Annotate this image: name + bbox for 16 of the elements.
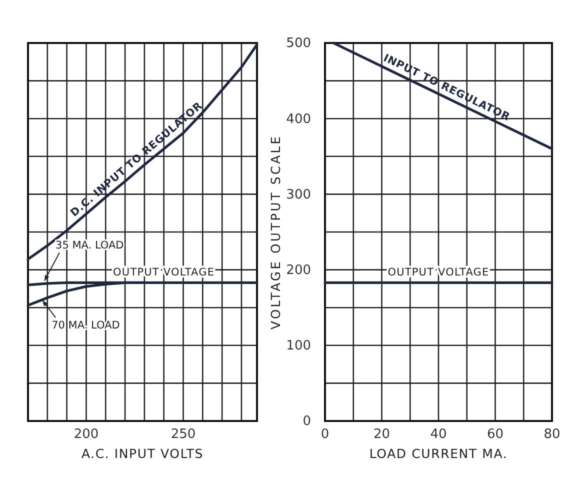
y-tick-label: 0 — [302, 414, 311, 430]
x-tick-label: 0 — [320, 427, 330, 442]
y-tick-label: 100 — [286, 338, 311, 354]
y-tick-label: 200 — [286, 262, 311, 278]
x-tick-label: 80 — [544, 427, 560, 442]
x-tick-label: 60 — [486, 427, 504, 442]
x-axis-title: LOAD CURRENT MA. — [369, 446, 508, 461]
x-axis-title: A.C. INPUT VOLTS — [81, 446, 204, 461]
x-tick-label: 200 — [74, 427, 99, 442]
y-tick-label: 300 — [286, 187, 311, 202]
x-tick-label: 250 — [170, 427, 196, 442]
y-axis-title: VOLTAGE OUTPUT SCALE — [268, 134, 283, 330]
x-tick-label: 20 — [373, 427, 390, 442]
x-tick-label: 40 — [430, 427, 447, 442]
y-tick-label: 400 — [286, 112, 311, 127]
y-tick-label: 500 — [286, 36, 311, 52]
